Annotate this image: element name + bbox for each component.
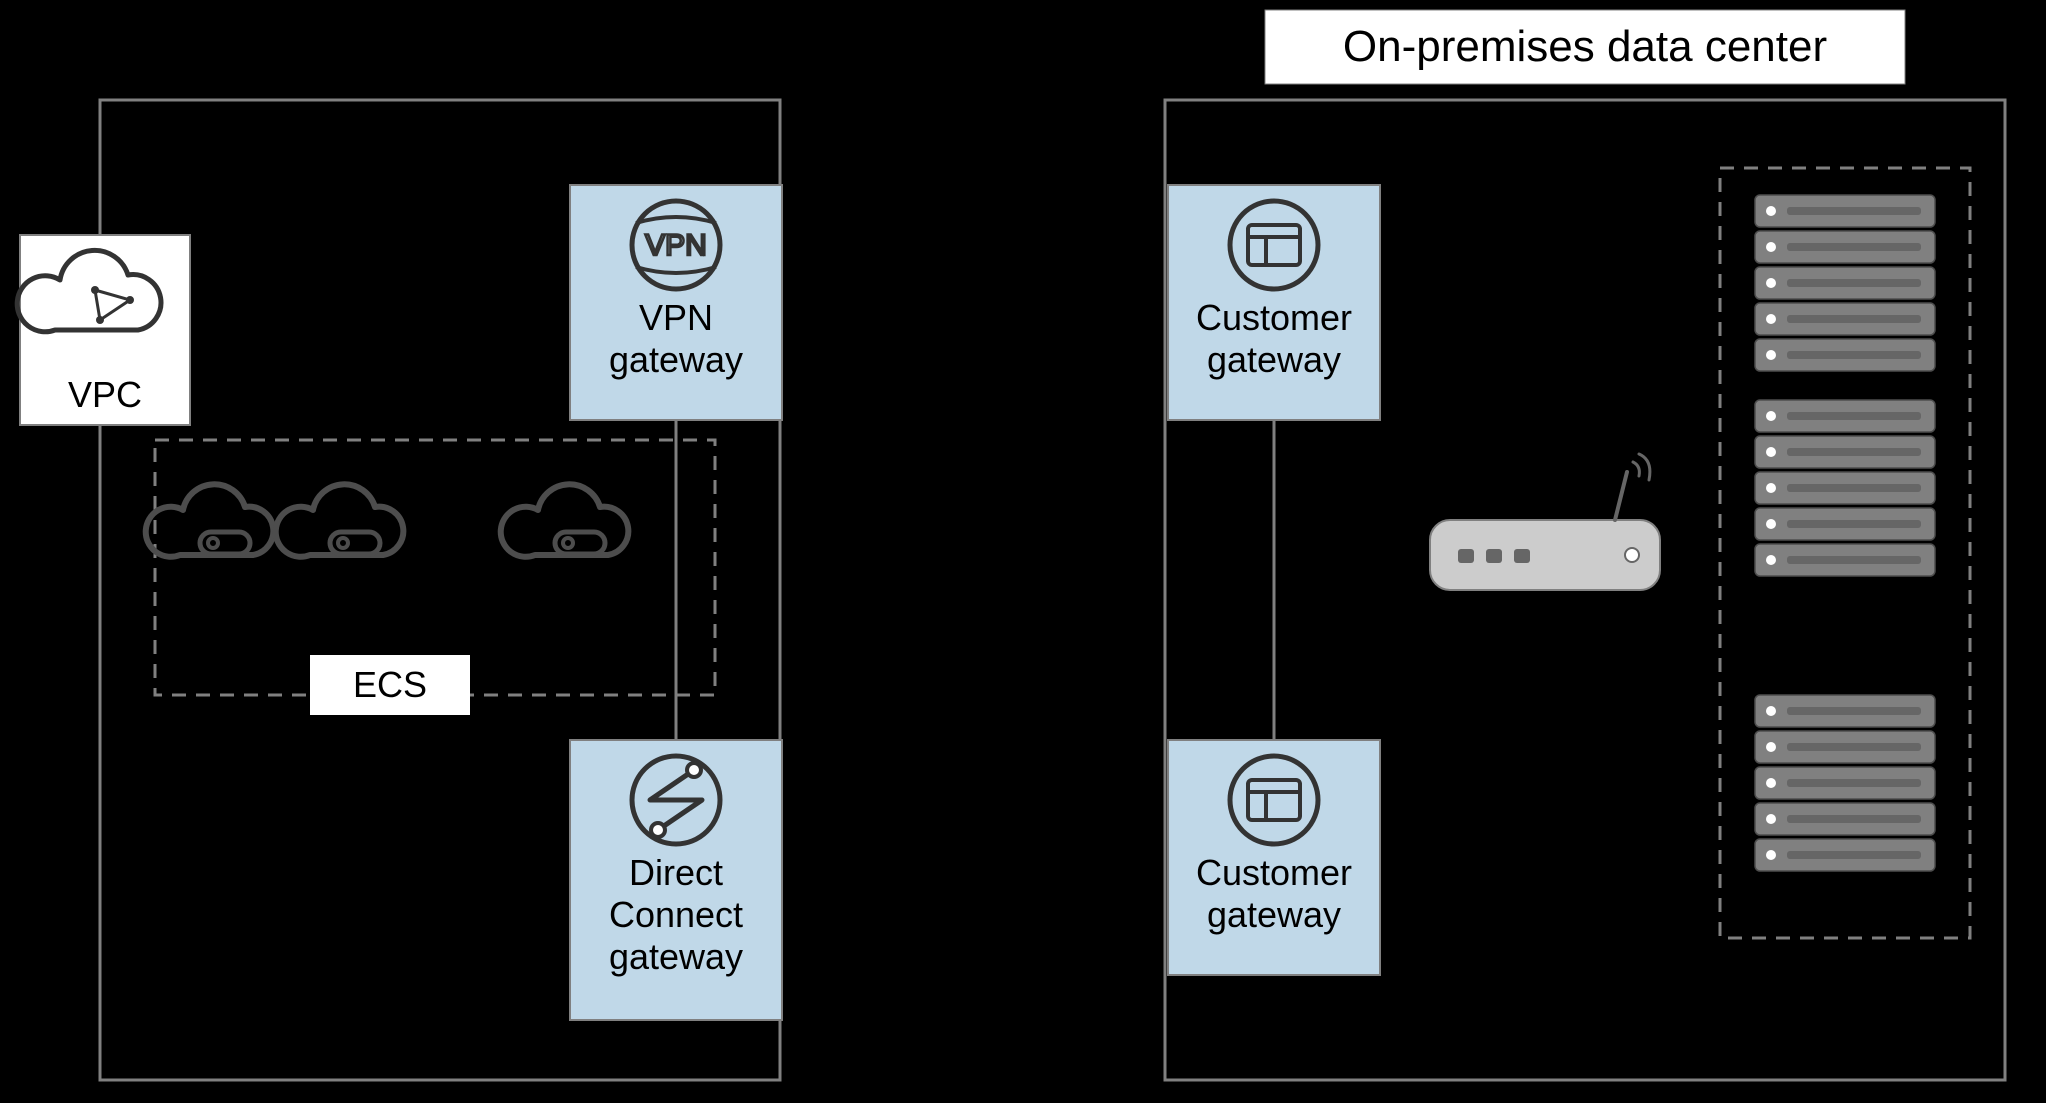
vpc-label: VPC	[68, 374, 142, 415]
svg-text:VPN: VPN	[645, 229, 707, 262]
vpn_gw-label: gateway	[609, 339, 743, 380]
ecs-label: ECS	[353, 664, 427, 705]
cust_gw1-label: Customer	[1196, 297, 1352, 338]
dc_gw-label: gateway	[609, 936, 743, 977]
cust_gw2-label: gateway	[1207, 894, 1341, 935]
onprem-header-label: On-premises data center	[1343, 22, 1827, 71]
vpn_gw-label: VPN	[639, 297, 713, 338]
server-rack-icon	[1755, 695, 1935, 871]
cust_gw1-label: gateway	[1207, 339, 1341, 380]
server-rack-icon	[1755, 195, 1935, 371]
server-rack-icon	[1755, 400, 1935, 576]
dc_gw-label: Connect	[609, 894, 743, 935]
dc_gw-label: Direct	[629, 852, 723, 893]
cust_gw2-label: Customer	[1196, 852, 1352, 893]
